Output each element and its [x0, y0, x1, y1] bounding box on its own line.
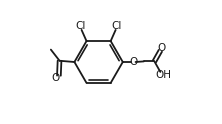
Text: O: O: [157, 43, 165, 53]
Text: OH: OH: [155, 70, 171, 80]
Text: O: O: [129, 57, 137, 67]
Text: Cl: Cl: [111, 21, 121, 31]
Text: Cl: Cl: [76, 21, 86, 31]
Text: O: O: [51, 73, 59, 83]
